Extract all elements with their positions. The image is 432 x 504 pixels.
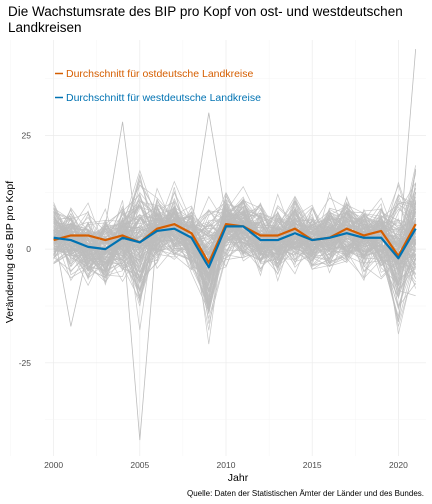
x-tick-label: 2010	[217, 460, 236, 470]
district-line	[53, 206, 416, 281]
series-line-1	[53, 225, 417, 269]
district-lines	[53, 49, 417, 441]
legend: Durchschnitt für ostdeutsche Landkreise D…	[55, 68, 261, 104]
x-tick-label: 2020	[389, 460, 408, 470]
district-line-outlier	[53, 49, 417, 280]
district-line-outlier	[53, 201, 416, 327]
district-line-outlier	[53, 112, 417, 265]
y-tick-label: 25	[22, 130, 32, 140]
district-line	[53, 202, 416, 307]
district-line	[53, 193, 416, 331]
legend-label-0: Durchschnitt für ostdeutsche Landkreise	[66, 68, 254, 80]
x-tick-label: 2005	[130, 460, 149, 470]
series-line-0	[53, 223, 417, 264]
source-caption: Quelle: Daten der Statistischen Ämter de…	[186, 489, 424, 498]
district-line	[53, 204, 416, 276]
district-line	[53, 191, 416, 291]
y-axis-title: Veränderung des BIP pro Kopf	[4, 181, 16, 323]
axis-ticks: 2000 2005 2010 2015 2020 -25 0 25	[19, 130, 408, 470]
x-axis-title: Jahr	[228, 472, 249, 484]
y-tick-label: 0	[26, 244, 31, 254]
x-tick-label: 2015	[303, 460, 322, 470]
district-line	[53, 206, 416, 287]
legend-label-1: Durchschnitt für westdeutsche Landkreise	[66, 92, 261, 104]
district-line	[53, 206, 416, 292]
x-tick-label: 2000	[44, 460, 63, 470]
average-series	[53, 223, 417, 269]
y-tick-label: -25	[19, 358, 32, 368]
chart-title: Die Wachstumsrate des BIP pro Kopf von o…	[8, 4, 403, 35]
